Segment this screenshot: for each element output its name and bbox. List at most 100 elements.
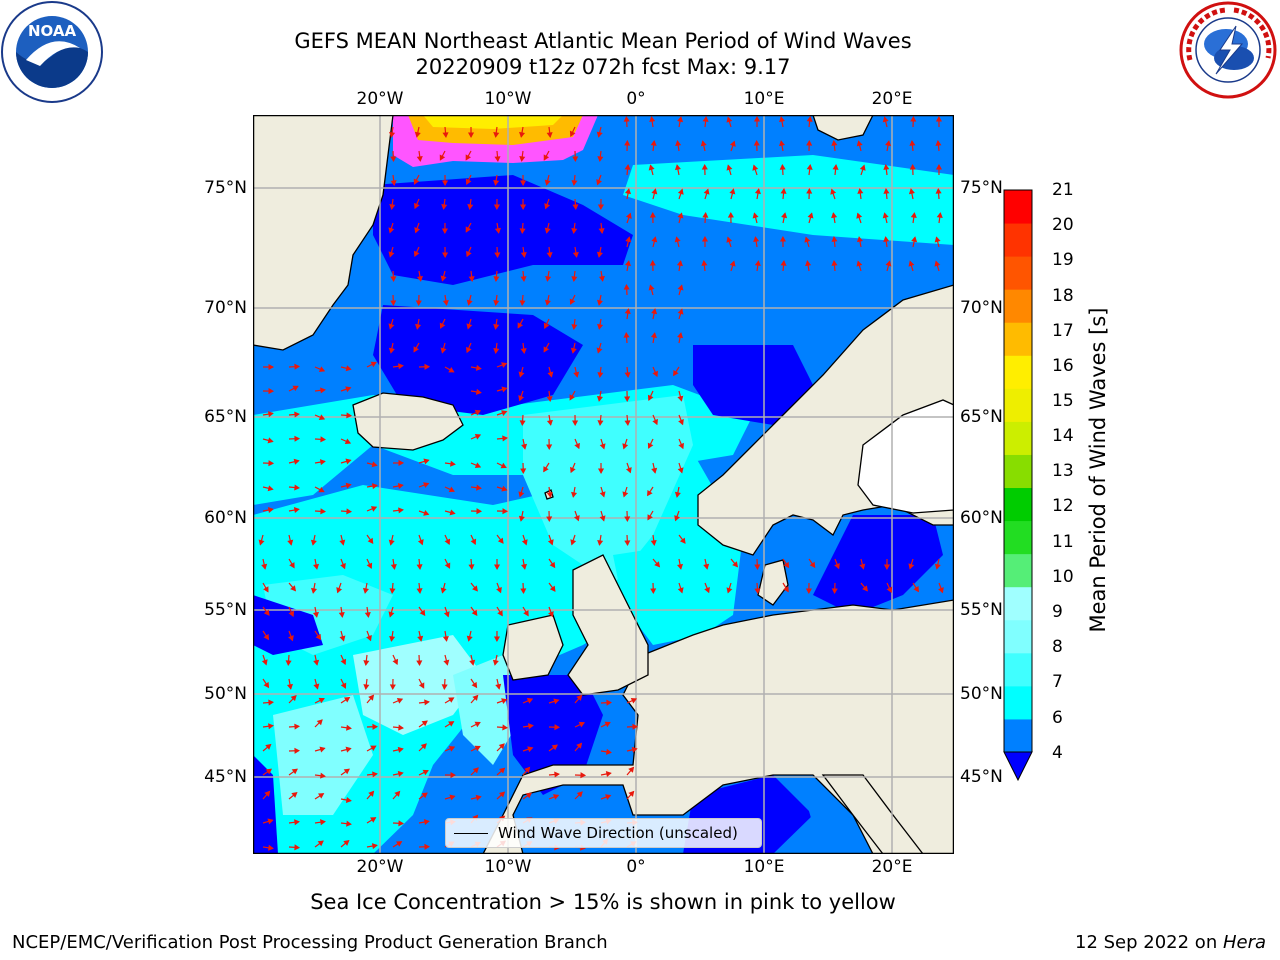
wind-wave-arrowhead (263, 681, 270, 689)
wind-wave-arrowhead (605, 748, 612, 755)
wind-wave-arrowhead (502, 508, 509, 515)
wind-wave-arrowhead (421, 792, 428, 799)
wind-wave-arrowhead (520, 204, 527, 211)
wind-wave-arrowhead (553, 698, 560, 705)
wind-wave-arrowhead (856, 212, 863, 219)
wind-wave-arrowhead (623, 115, 630, 122)
wind-wave-arrowhead (345, 482, 352, 489)
wind-wave-arrowhead (934, 563, 941, 570)
wind-wave-arrowhead (398, 724, 404, 731)
wind-wave-arrowhead (263, 633, 270, 641)
wind-wave-arrowhead (501, 410, 508, 416)
wind-wave-arrowhead (677, 188, 684, 195)
wind-wave-arrowhead (883, 564, 891, 571)
wind-wave-arrowhead (423, 482, 430, 488)
wind-wave-arrowhead (500, 462, 507, 469)
wind-wave-arrowhead (318, 414, 326, 420)
wind-wave-arrowhead (292, 385, 299, 392)
wind-wave-arrowhead (366, 562, 373, 569)
wind-wave-arrowhead (857, 188, 864, 194)
wind-wave-arrowhead (576, 694, 583, 701)
wind-wave-arrowhead (650, 588, 657, 595)
wind-wave-arrowhead (677, 308, 684, 315)
wind-wave-arrowhead (340, 563, 346, 570)
lon-tick-top: 20°W (356, 89, 404, 109)
wind-wave-arrowhead (493, 179, 500, 186)
wind-wave-arrowhead (290, 695, 297, 702)
colorbar-bin (1004, 553, 1032, 588)
wind-wave-arrowhead (729, 260, 736, 267)
wind-wave-arrowhead (729, 140, 736, 147)
wind-wave-arrows (258, 115, 944, 851)
wind-wave-arrowhead (475, 364, 482, 371)
wind-wave-arrowhead (726, 236, 733, 243)
wind-wave-arrowhead (388, 251, 395, 258)
colorbar-bin (1004, 586, 1032, 621)
wind-wave-arrowhead (648, 164, 655, 171)
wind-wave-arrowhead (474, 745, 481, 752)
wind-wave-arrowhead (913, 585, 919, 593)
wind-wave-arrowhead (935, 187, 942, 194)
wind-wave-arrowhead (623, 283, 630, 290)
wind-wave-arrowhead (424, 843, 431, 850)
wind-wave-arrowhead (424, 699, 430, 706)
wind-wave-arrowhead (318, 697, 325, 704)
wind-wave-arrowhead (911, 236, 918, 243)
wind-wave-arrowhead (388, 347, 395, 354)
wind-wave-arrowhead (677, 587, 684, 594)
lat-tick-right: 65°N (960, 407, 1003, 427)
wind-wave-arrowhead (806, 116, 813, 122)
wind-wave-arrowhead (396, 698, 404, 704)
wind-wave-arrowhead (390, 276, 397, 283)
wind-wave-arrowhead (677, 116, 684, 123)
wind-wave-arrowhead (288, 635, 294, 642)
wind-wave-arrowhead (546, 132, 553, 138)
wind-wave-arrowhead (805, 260, 812, 267)
wind-wave-arrowhead (263, 609, 270, 616)
lat-tick-left: 65°N (204, 407, 247, 427)
wind-wave-arrowhead (521, 443, 528, 450)
wind-wave-arrowhead (286, 683, 293, 690)
wind-wave-arrowhead (421, 720, 428, 727)
wind-wave-arrowhead (415, 323, 422, 330)
wind-wave-arrowhead (389, 684, 396, 691)
wind-wave-arrowhead (519, 156, 526, 162)
wind-wave-arrowhead (831, 588, 838, 595)
wind-wave-arrowhead (416, 156, 423, 162)
wind-wave-arrowhead (474, 433, 482, 440)
lat-tick-left: 70°N (204, 298, 247, 318)
wind-wave-arrowhead (677, 563, 684, 570)
wind-wave-arrowhead (519, 420, 526, 427)
colorbar-bin (1004, 487, 1032, 522)
wind-wave-arrowhead (398, 507, 404, 514)
wind-wave-arrowhead (440, 587, 447, 594)
wind-wave-arrowhead (572, 251, 579, 258)
colorbar-tick: 17 (1052, 321, 1074, 341)
wind-wave-arrowhead (604, 721, 611, 728)
wind-wave-arrowhead (752, 164, 759, 171)
colorbar-tick: 13 (1052, 461, 1074, 481)
wind-wave-arrowhead (574, 442, 580, 450)
wind-wave-arrowhead (674, 164, 681, 171)
wind-wave-arrowhead (343, 839, 350, 846)
colorbar-tick: 8 (1052, 637, 1063, 657)
wind-wave-arrowhead (493, 324, 500, 330)
wind-wave-arrowhead (545, 275, 552, 282)
wind-wave-arrowhead (552, 794, 560, 800)
wind-wave-arrowhead (268, 363, 275, 371)
colorbar-under-triangle (1003, 751, 1033, 782)
wind-wave-arrowhead (704, 586, 710, 594)
wind-wave-arrowhead (754, 188, 761, 195)
chart-subtitle: 20220909 t12z 072h fcst Max: 9.17 (415, 55, 791, 79)
wind-wave-arrowhead (934, 260, 941, 267)
wind-wave-arrowhead (546, 396, 553, 402)
wind-wave-arrowhead (263, 586, 269, 593)
wind-wave-arrowhead (625, 188, 632, 195)
wind-wave-arrowhead (624, 372, 631, 378)
wind-wave-arrowhead (726, 164, 733, 171)
wind-wave-arrowhead (554, 771, 560, 778)
wind-wave-arrowhead (493, 132, 500, 138)
footer-host: Hera (1222, 932, 1266, 953)
wind-wave-arrowhead (520, 251, 527, 258)
wind-wave-arrowhead (466, 250, 472, 258)
